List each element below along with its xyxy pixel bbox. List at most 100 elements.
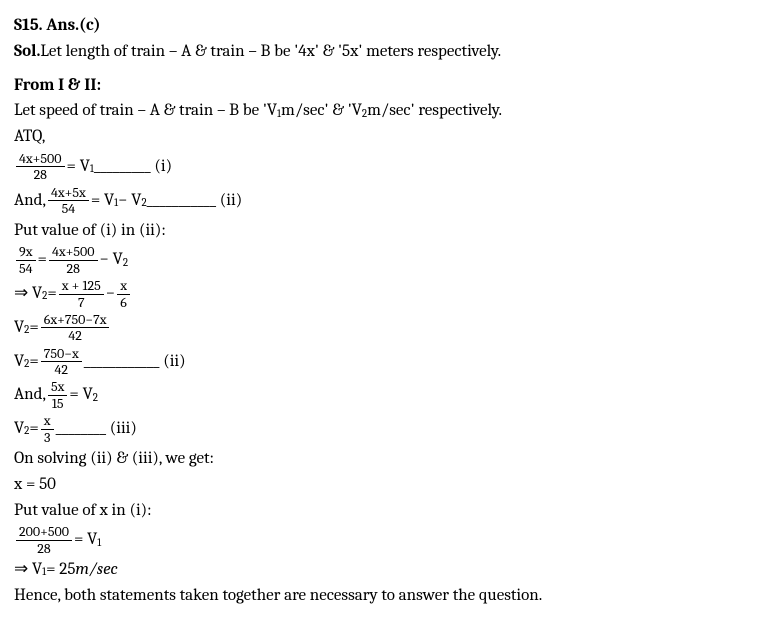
let-speed-b: m/sec' & 'V: [281, 99, 362, 123]
let-speed-c: m/sec' respectively.: [367, 99, 502, 123]
eq-sign: =: [29, 316, 38, 340]
eq-rhs: = V: [74, 528, 97, 552]
eq-blank: ___________ (ii): [147, 189, 243, 213]
sol-label: Sol.: [14, 40, 40, 64]
eq-minus: −: [106, 282, 115, 306]
frac-num: 200+500: [16, 524, 72, 540]
sol-text: Let length of train – A & train – B be '…: [40, 40, 501, 64]
frac-den: 15: [49, 396, 67, 411]
sub-1: 1: [114, 195, 118, 210]
sub-1: 1: [97, 535, 101, 550]
fraction: x 3: [41, 413, 54, 445]
frac-num: 4x+500: [49, 244, 98, 260]
equation-10: ⇒ V 1 = 25 m/sec: [14, 558, 764, 582]
frac-num: 4x+500: [16, 151, 65, 167]
fraction: 4x+500 28: [49, 244, 98, 276]
put-value-1: Put value of (i) in (ii):: [14, 219, 764, 243]
let-speed-a: Let speed of train – A & train – B be 'V: [14, 99, 277, 123]
fraction: 6x+750−7x 42: [41, 312, 110, 344]
frac-num: x: [117, 278, 130, 294]
frac-num: 5x: [48, 379, 67, 395]
fraction: x 6: [117, 278, 130, 310]
sub-2: 2: [24, 356, 29, 371]
equation-5: V 2 = 6x+750−7x 42: [14, 312, 764, 344]
fraction: 750−x 42: [41, 346, 82, 378]
conclusion-line: Hence, both statements taken together ar…: [14, 584, 764, 608]
equation-2: And, 4x+5x 54 = V 1 − V 2 ___________ (i…: [14, 185, 764, 217]
put-value-x: Put value of x in (i):: [14, 499, 764, 523]
sub-2: 2: [362, 106, 367, 121]
eq-rest: = 25: [46, 558, 75, 582]
frac-den: 6: [117, 295, 130, 310]
conclusion-text: Hence, both statements taken together ar…: [14, 584, 542, 608]
frac-num: 4x+5x: [48, 185, 89, 201]
fraction: x + 125 7: [59, 278, 104, 310]
eq-unit: m/sec: [75, 558, 117, 582]
solve-line: On solving (ii) & (iii), we get:: [14, 447, 764, 471]
fraction: 200+500 28: [16, 524, 72, 556]
frac-den: 7: [75, 295, 88, 310]
frac-den: 54: [16, 261, 36, 276]
solution-body: S15. Ans.(c) Sol. Let length of train – …: [14, 14, 764, 608]
eq-minus: − V: [100, 248, 123, 272]
eq-rhs: = V: [69, 383, 92, 407]
sub-1: 1: [277, 106, 281, 121]
sub-2: 2: [141, 195, 146, 210]
sub-2: 2: [93, 390, 98, 405]
eq-mid: = V: [91, 189, 114, 213]
frac-den: 42: [52, 362, 72, 377]
eq-pre: ⇒ V: [14, 282, 42, 306]
eq-sign: =: [38, 248, 47, 272]
eq-blank: ____________ (ii): [84, 350, 186, 374]
x50-text: x = 50: [14, 473, 56, 497]
equation-1: 4x+500 28 = V 1 _________ (i): [14, 151, 764, 183]
section-label: From I & II:: [14, 74, 764, 98]
fraction: 9x 54: [16, 244, 36, 276]
eq-blank: ________ (iii): [56, 417, 137, 441]
eq-sign: =: [29, 350, 38, 374]
eq-pre: V: [14, 316, 24, 340]
eq-blank: _________ (i): [94, 155, 172, 179]
equation-3: 9x 54 = 4x+500 28 − V 2: [14, 244, 764, 276]
equation-6: V 2 = 750−x 42 ____________ (ii): [14, 346, 764, 378]
eq-rhs: = V: [67, 155, 90, 179]
frac-num: 750−x: [41, 346, 82, 362]
frac-num: 9x: [16, 244, 35, 260]
from-label: From I & II:: [14, 74, 101, 98]
question-header: S15. Ans.(c): [14, 14, 764, 38]
sub-2: 2: [42, 288, 47, 303]
x-value: x = 50: [14, 473, 764, 497]
eq-pre: V: [14, 417, 24, 441]
solve-text: On solving (ii) & (iii), we get:: [14, 447, 214, 471]
eq-pre: V: [14, 350, 24, 374]
equation-4: ⇒ V 2 = x + 125 7 − x 6: [14, 278, 764, 310]
frac-den: 28: [31, 167, 50, 182]
frac-den: 54: [59, 201, 79, 216]
question-number: S15. Ans.(c): [14, 14, 101, 38]
sub-1: 1: [90, 161, 94, 176]
equation-7: And, 5x 15 = V 2: [14, 379, 764, 411]
putx-text: Put value of x in (i):: [14, 499, 152, 523]
sub-1: 1: [42, 564, 46, 579]
let-speed-line: Let speed of train – A & train – B be 'V…: [14, 99, 764, 123]
atq-text: ATQ,: [14, 125, 45, 149]
frac-den: 28: [64, 261, 83, 276]
equation-9: 200+500 28 = V 1: [14, 524, 764, 556]
frac-den: 28: [34, 541, 53, 556]
fraction: 4x+500 28: [16, 151, 65, 183]
sub-2: 2: [123, 255, 128, 270]
equation-8: V 2 = x 3 ________ (iii): [14, 413, 764, 445]
eq-minus: − V: [118, 189, 141, 213]
put-text: Put value of (i) in (ii):: [14, 219, 166, 243]
eq-sign: =: [47, 282, 56, 306]
atq-line: ATQ,: [14, 125, 764, 149]
frac-den: 42: [65, 328, 85, 343]
eq-pre: And,: [14, 383, 46, 407]
eq-pre: ⇒ V: [14, 558, 42, 582]
solution-intro: Sol. Let length of train – A & train – B…: [14, 40, 764, 64]
fraction: 5x 15: [48, 379, 67, 411]
frac-num: x: [41, 413, 54, 429]
eq-sign: =: [29, 417, 38, 441]
frac-num: x + 125: [59, 278, 104, 294]
sub-2: 2: [24, 322, 29, 337]
